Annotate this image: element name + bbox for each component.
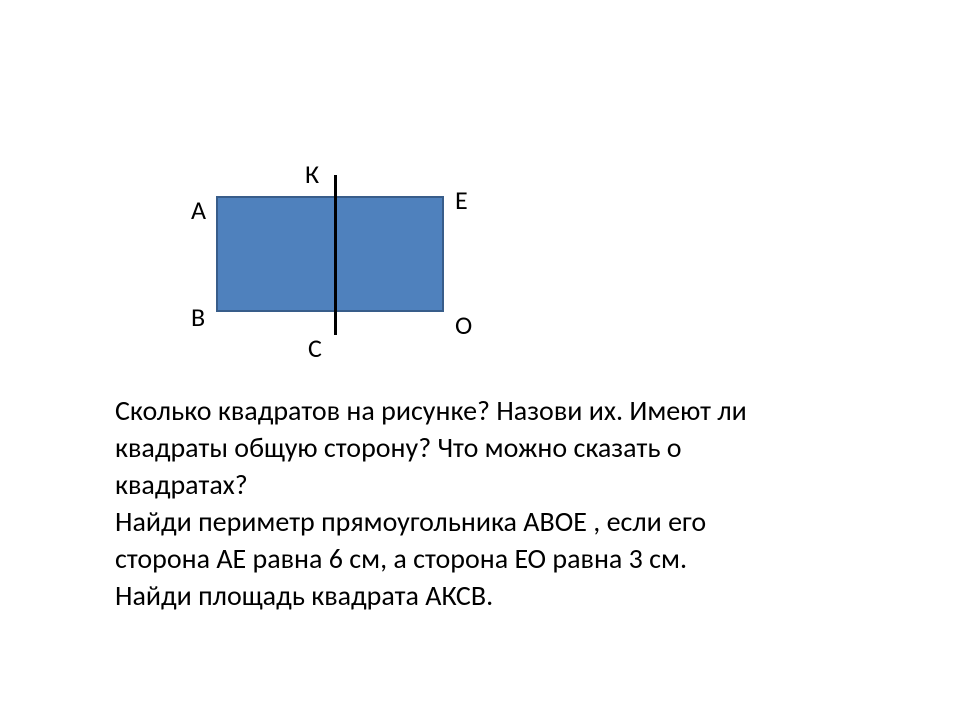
question-line: Найди площадь квадрата АКСВ. — [115, 577, 875, 614]
label-c: С — [308, 335, 322, 361]
question-line: Сколько квадратов на рисунке? Назови их.… — [115, 392, 875, 429]
divider-line-kc — [334, 175, 337, 335]
question-text: Сколько квадратов на рисунке? Назови их.… — [115, 392, 875, 614]
label-o: О — [455, 312, 472, 338]
question-line: квадратах? — [115, 466, 875, 503]
label-e: Е — [455, 187, 468, 213]
label-k: К — [305, 161, 319, 187]
label-b: В — [191, 304, 205, 330]
question-line: квадраты общую сторону? Что можно сказат… — [115, 429, 875, 466]
label-a: А — [191, 197, 206, 223]
rectangle-aboe — [216, 196, 444, 312]
slide-canvas: А К Е В С О Сколько квадратов на рисунке… — [0, 0, 960, 720]
question-line: Найди периметр прямоугольника АВОЕ , есл… — [115, 503, 875, 540]
question-line: сторона АЕ равна 6 см, а сторона ЕО равн… — [115, 540, 875, 577]
